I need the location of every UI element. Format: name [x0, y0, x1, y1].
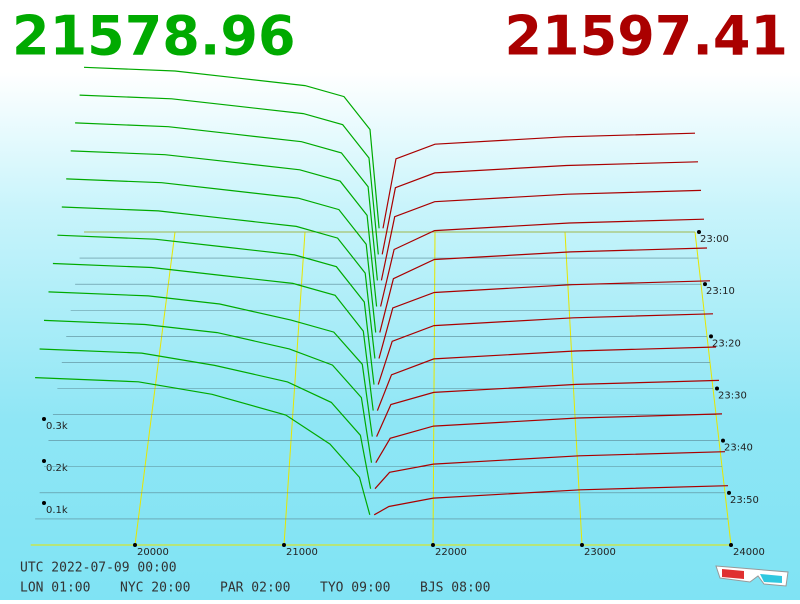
- bid-depth-line: [48, 291, 373, 437]
- ask-depth-line: [382, 132, 696, 229]
- tick-dot: [729, 543, 733, 547]
- bid-depth-line: [66, 178, 377, 333]
- bid-depth-line: [75, 122, 378, 281]
- z-tick-label: 23:00: [700, 234, 729, 245]
- y-tick-dot: [42, 459, 46, 463]
- x-tick-label: 22000: [435, 547, 467, 558]
- z-tick-dot: [703, 282, 707, 287]
- y-tick-dot: [42, 501, 46, 505]
- ask-depth-line: [375, 413, 723, 464]
- ask-depth-line: [373, 485, 729, 516]
- y-tick-label: 0.1k: [46, 505, 68, 516]
- x-tick-label: 23000: [584, 547, 616, 558]
- z-tick-label: 23:20: [712, 338, 741, 349]
- ask-depth-line: [378, 280, 711, 359]
- ask-depth-line: [376, 346, 717, 411]
- zone-time: TYO 09:00: [320, 581, 390, 596]
- tick-dot: [431, 543, 435, 547]
- ask-price: 21597.41: [504, 5, 788, 68]
- zone-time: LON 01:00: [20, 581, 90, 596]
- bid-depth-line: [52, 262, 374, 411]
- ask-depth-line: [380, 218, 705, 307]
- z-tick-dot: [721, 438, 725, 443]
- ask-depth-line: [379, 247, 708, 333]
- y-tick-dot: [42, 417, 46, 421]
- z-tick-label: 23:30: [718, 391, 747, 402]
- z-tick-label: 23:10: [706, 286, 735, 297]
- z-tick-label: 23:40: [724, 443, 753, 454]
- y-tick-label: 0.3k: [46, 421, 68, 432]
- x-tick-label: 24000: [733, 547, 765, 558]
- ask-depth-line: [374, 451, 726, 490]
- z-tick-label: 23:50: [730, 495, 759, 506]
- z-tick-dot: [715, 386, 719, 391]
- ask-depth-line: [381, 161, 699, 255]
- tick-dot: [282, 543, 286, 547]
- ask-depth-line: [380, 189, 702, 281]
- glasses-icon: [715, 565, 789, 587]
- bid-depth-line: [57, 234, 375, 385]
- bid-depth-line: [43, 319, 373, 463]
- zone-time: NYC 20:00: [120, 581, 190, 596]
- z-tick-dot: [727, 490, 731, 495]
- bid-depth-line: [39, 348, 372, 489]
- tick-dot: [580, 543, 584, 547]
- zone-time: PAR 02:00: [220, 581, 290, 596]
- bid-price: 21578.96: [12, 5, 296, 68]
- bid-depth-line: [83, 66, 380, 229]
- z-tick-dot: [709, 334, 713, 339]
- z-tick-dot: [697, 230, 701, 234]
- bid-depth-line: [61, 206, 376, 359]
- zone-time: BJS 08:00: [420, 581, 490, 596]
- bid-depth-line: [79, 94, 379, 255]
- utc-time: UTC 2022-07-09 00:00: [20, 561, 177, 576]
- bid-depth-line: [35, 377, 371, 515]
- tick-dot: [133, 543, 137, 547]
- x-tick-label: 21000: [286, 547, 318, 558]
- bid-depth-line: [70, 150, 378, 307]
- x-tick-label: 20000: [137, 547, 169, 558]
- ask-depth-line: [377, 313, 714, 385]
- y-tick-label: 0.2k: [46, 463, 68, 474]
- ask-depth-line: [376, 379, 720, 437]
